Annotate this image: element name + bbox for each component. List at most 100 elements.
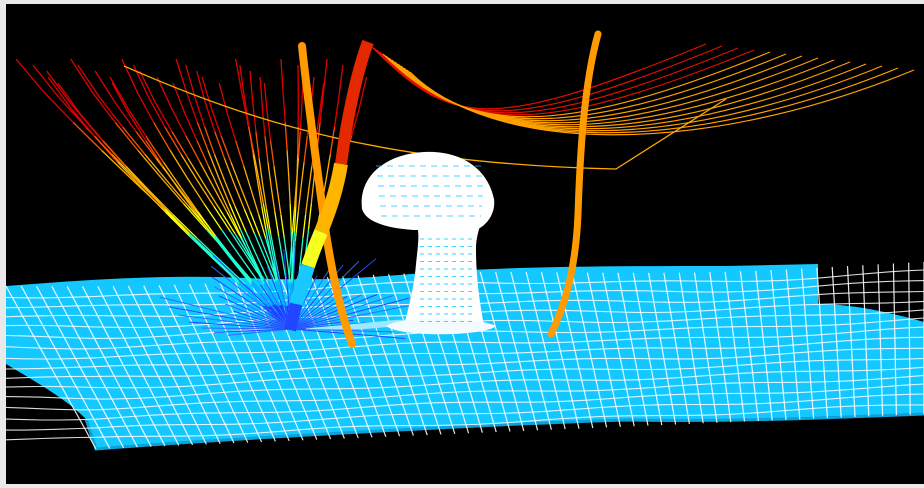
streamline-left xyxy=(261,206,267,232)
grid-line-long xyxy=(724,271,746,422)
streamline-left xyxy=(235,140,245,167)
streamline-left xyxy=(289,203,292,230)
streamline-left xyxy=(207,150,220,178)
ribbon-center-yellow xyxy=(301,229,328,269)
streamline-left xyxy=(338,64,344,99)
streamline-left xyxy=(252,103,257,132)
streamline-right xyxy=(373,45,723,112)
streamline-left xyxy=(93,135,119,163)
streamline-left xyxy=(276,190,282,215)
streamline-left xyxy=(358,76,368,109)
grid-line-long xyxy=(908,262,911,415)
streamline-left xyxy=(70,58,94,94)
streamline-left xyxy=(262,184,268,210)
streamline-left xyxy=(252,261,265,285)
streamline-left xyxy=(179,190,198,216)
streamline-left xyxy=(196,140,210,167)
grid-line-cross xyxy=(6,374,924,411)
streamline-left xyxy=(240,187,252,213)
streamline-left xyxy=(226,211,241,237)
streamline-left xyxy=(264,257,276,283)
streamline-left xyxy=(262,203,269,230)
streamline-left xyxy=(224,180,236,207)
streamline-left xyxy=(101,149,131,178)
streamline-left xyxy=(295,211,299,237)
streamline-left xyxy=(267,162,272,188)
streamline-left xyxy=(204,103,216,132)
streamline-left xyxy=(230,214,243,239)
streamline-left xyxy=(252,154,259,181)
streamline-left xyxy=(259,235,270,261)
streamline-left xyxy=(220,260,246,285)
streamline-left xyxy=(297,187,302,213)
streamline-left xyxy=(197,211,217,237)
streamline-left xyxy=(203,183,221,210)
streamline-left xyxy=(213,187,228,213)
streamline-fan xyxy=(189,321,292,330)
streamline-right xyxy=(376,47,739,114)
object-stem xyxy=(404,209,488,326)
streamline-fan xyxy=(227,328,292,336)
streamline-left xyxy=(333,98,340,128)
streamline-left xyxy=(303,136,308,163)
streamline-fan xyxy=(212,255,292,330)
streamline-left xyxy=(162,161,182,188)
streamline-left xyxy=(251,280,273,306)
streamline-left xyxy=(187,157,205,185)
streamline-left xyxy=(299,103,303,132)
streamline-left xyxy=(255,131,260,159)
streamline-left xyxy=(257,177,265,204)
grid-line-long xyxy=(739,271,759,422)
streamline-left xyxy=(165,208,190,235)
streamline-left xyxy=(232,257,252,283)
streamline-left xyxy=(162,165,181,192)
streamline-left xyxy=(251,254,265,281)
streamline-left xyxy=(160,176,185,205)
streamline-left xyxy=(300,162,305,188)
streamline-left xyxy=(274,211,280,237)
streamline-left xyxy=(245,231,258,257)
grid-line-long xyxy=(862,265,870,417)
streamline-left xyxy=(318,82,325,115)
streamline-left xyxy=(302,214,307,239)
streamline-left xyxy=(183,203,207,230)
streamline-left xyxy=(238,282,265,307)
streamline-fan xyxy=(290,294,363,330)
streamline-left xyxy=(248,126,254,155)
streamline-left xyxy=(234,233,251,259)
streamline-left xyxy=(153,122,171,151)
streamline-left xyxy=(102,140,127,167)
render-viewport[interactable] xyxy=(6,4,924,484)
streamline-left xyxy=(185,135,201,163)
streamline-left xyxy=(213,259,240,284)
streamline-left xyxy=(175,58,188,94)
streamline-left xyxy=(114,122,139,151)
streamline-left xyxy=(293,184,298,210)
streamline-left xyxy=(155,103,173,132)
streamline-left xyxy=(219,190,232,216)
streamline-left xyxy=(325,154,331,181)
streamline-left xyxy=(281,259,288,284)
streamline-left xyxy=(141,183,167,210)
grid-line-long xyxy=(602,272,635,427)
streamline-fan xyxy=(210,266,292,330)
streamline-left xyxy=(172,214,198,239)
streamline-fan xyxy=(290,260,360,330)
streamline-left xyxy=(72,121,103,151)
streamline-left xyxy=(297,131,301,159)
streamline-left xyxy=(46,70,72,104)
streamline-left xyxy=(270,233,276,259)
orange-ribbons xyxy=(284,30,602,348)
streamline-left xyxy=(171,131,189,159)
grid-line-long xyxy=(846,266,856,417)
streamline-left xyxy=(203,203,222,230)
streamline-left xyxy=(121,58,139,94)
streamline-left xyxy=(111,82,130,115)
streamline-left xyxy=(278,236,284,260)
streamline-left xyxy=(283,238,289,262)
streamline-left xyxy=(44,92,74,123)
streamline-left xyxy=(259,76,264,109)
streamline-left xyxy=(207,165,221,192)
streamline-left xyxy=(226,113,237,141)
